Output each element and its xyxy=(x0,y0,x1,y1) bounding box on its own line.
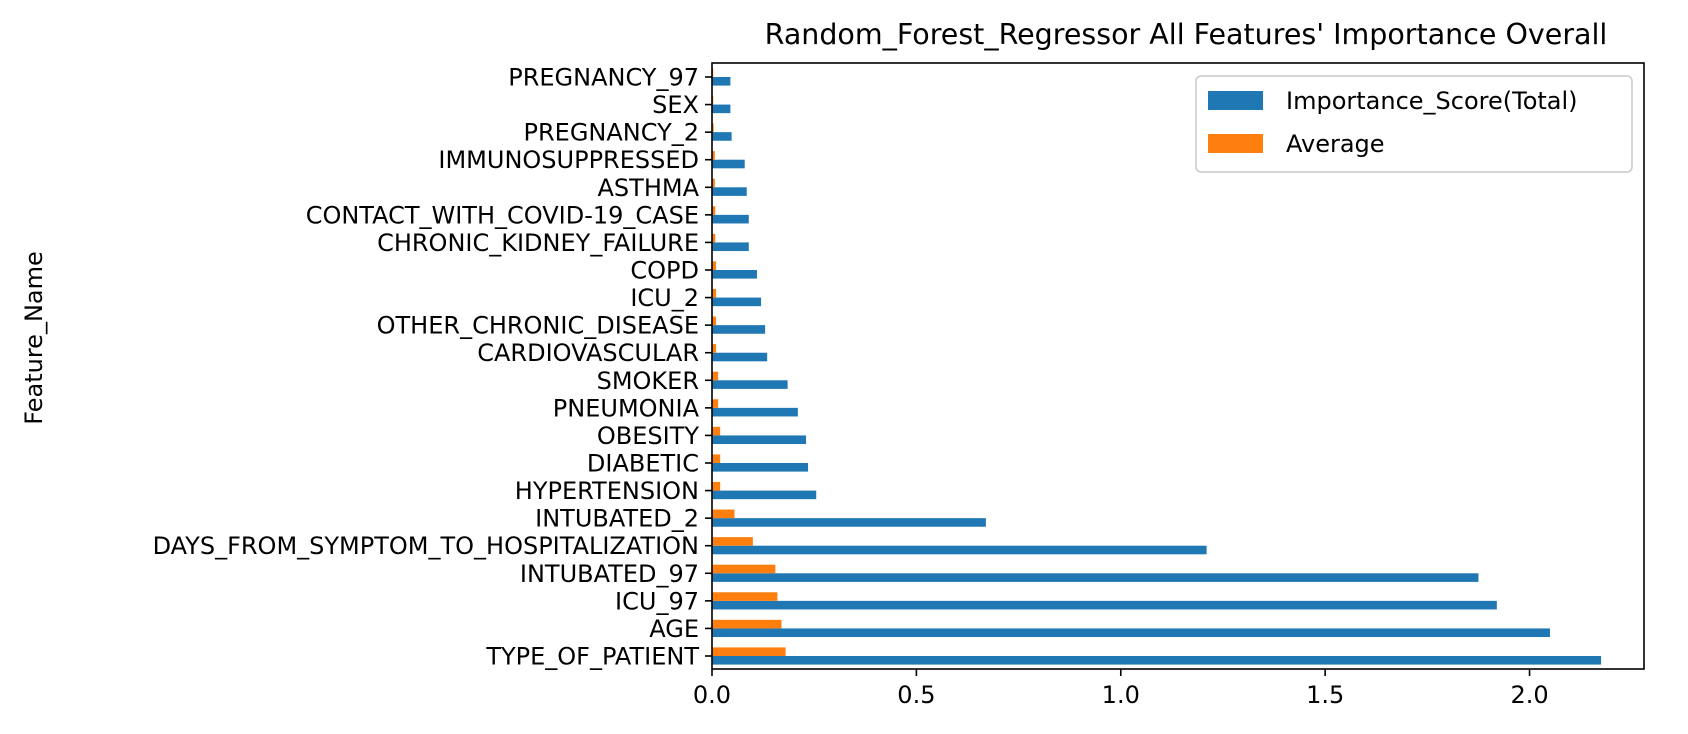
bar-average-pregnancy-2 xyxy=(712,123,714,133)
y-tick-label: PREGNANCY_2 xyxy=(524,119,700,147)
x-tick-label: 2.0 xyxy=(1510,681,1548,709)
y-tick-label: PNEUMONIA xyxy=(553,394,700,422)
bar-total-icu-2 xyxy=(712,297,762,307)
bar-total-asthma xyxy=(712,187,747,196)
y-tick-label: OTHER_CHRONIC_DISEASE xyxy=(377,312,699,340)
bar-average-obesity xyxy=(712,426,721,436)
y-tick-label: INTUBATED_2 xyxy=(535,505,699,533)
y-tick-label: OBESITY xyxy=(597,422,699,450)
bar-total-obesity xyxy=(712,435,807,445)
y-tick-label: IMMUNOSUPPRESSED xyxy=(438,146,699,174)
y-tick-label: PREGNANCY_97 xyxy=(508,64,699,92)
y-tick-label: SMOKER xyxy=(597,367,699,395)
y-tick-label: SEX xyxy=(652,91,699,119)
bar-average-days-from-symptom-to-hospitalization xyxy=(712,537,753,546)
bar-average-immunosuppressed xyxy=(712,151,715,160)
y-tick-label: CARDIOVASCULAR xyxy=(477,339,699,367)
bar-total-pregnancy-97 xyxy=(712,77,731,86)
legend-swatch-importance xyxy=(1208,91,1263,110)
bar-total-immunosuppressed xyxy=(712,159,745,169)
bar-average-intubated-97 xyxy=(712,564,776,574)
y-tick-label: INTUBATED_97 xyxy=(520,560,699,588)
y-tick-label: HYPERTENSION xyxy=(515,477,699,505)
bar-total-other-chronic-disease xyxy=(712,325,766,334)
bar-total-cardiovascular xyxy=(712,352,768,362)
y-tick-label: CONTACT_WITH_COVID-19_CASE xyxy=(306,201,699,229)
bar-total-diabetic xyxy=(712,463,809,472)
bar-average-icu-2 xyxy=(712,288,717,298)
bar-average-cardiovascular xyxy=(712,344,717,353)
y-axis-ticks: TYPE_OF_PATIENTAGEICU_97INTUBATED_97DAYS… xyxy=(153,64,712,671)
x-tick-label: 0.0 xyxy=(693,681,731,709)
y-tick-label: DIABETIC xyxy=(587,450,699,478)
legend-label-average: Average xyxy=(1286,130,1385,158)
x-tick-label: 0.5 xyxy=(897,681,935,709)
x-tick-label: 1.5 xyxy=(1306,681,1344,709)
bar-average-contact-with-covid-19-case xyxy=(712,206,716,215)
y-tick-label: AGE xyxy=(649,615,699,643)
y-tick-label: ASTHMA xyxy=(598,174,700,202)
bar-total-days-from-symptom-to-hospitalization xyxy=(712,545,1207,555)
plot-area-frame xyxy=(711,62,1645,670)
bar-total-intubated-2 xyxy=(712,518,986,527)
bar-average-other-chronic-disease xyxy=(712,316,717,326)
x-tick-label: 1.0 xyxy=(1102,681,1140,709)
bar-total-sex xyxy=(712,104,731,114)
bar-average-diabetic xyxy=(712,454,721,463)
bar-total-chronic-kidney-failure xyxy=(712,242,749,252)
bar-total-contact-with-covid-19-case xyxy=(712,214,749,224)
bars-group xyxy=(712,68,1602,665)
bar-average-smoker xyxy=(712,371,719,381)
y-tick-label: TYPE_OF_PATIENT xyxy=(485,643,699,671)
bar-average-pneumonia xyxy=(712,399,719,408)
bar-total-hypertension xyxy=(712,490,817,500)
bar-average-hypertension xyxy=(712,481,721,491)
y-axis-label: Feature_Name xyxy=(20,251,48,425)
bar-total-icu-97 xyxy=(712,600,1497,610)
y-tick-label: ICU_2 xyxy=(630,284,699,312)
bar-total-pneumonia xyxy=(712,407,798,417)
bar-average-copd xyxy=(712,261,717,270)
x-axis-ticks: 0.0 0.5 1.0 1.5 2.0 xyxy=(693,669,1549,709)
bar-total-smoker xyxy=(712,380,788,389)
y-tick-label: COPD xyxy=(630,257,699,285)
legend-swatch-average xyxy=(1208,134,1263,153)
bar-average-asthma xyxy=(712,178,715,188)
y-tick-label: DAYS_FROM_SYMPTOM_TO_HOSPITALIZATION xyxy=(153,532,699,560)
bar-total-type-of-patient xyxy=(712,656,1602,665)
bar-average-intubated-2 xyxy=(712,509,735,519)
y-tick-label: CHRONIC_KIDNEY_FAILURE xyxy=(377,229,699,257)
y-tick-label: ICU_97 xyxy=(615,587,699,615)
legend-box xyxy=(1195,75,1633,173)
bar-total-intubated-97 xyxy=(712,573,1479,582)
bar-total-pregnancy-2 xyxy=(712,132,732,141)
legend: Importance_Score(Total) Average xyxy=(1195,75,1633,173)
legend-label-importance: Importance_Score(Total) xyxy=(1286,87,1578,115)
chart-title: Random_Forest_Regressor All Features' Im… xyxy=(765,18,1608,51)
bar-average-icu-97 xyxy=(712,592,778,601)
bar-total-age xyxy=(712,628,1550,638)
bar-average-chronic-kidney-failure xyxy=(712,233,716,243)
bar-average-type-of-patient xyxy=(712,647,786,656)
bar-total-copd xyxy=(712,270,757,279)
bar-average-age xyxy=(712,619,782,629)
